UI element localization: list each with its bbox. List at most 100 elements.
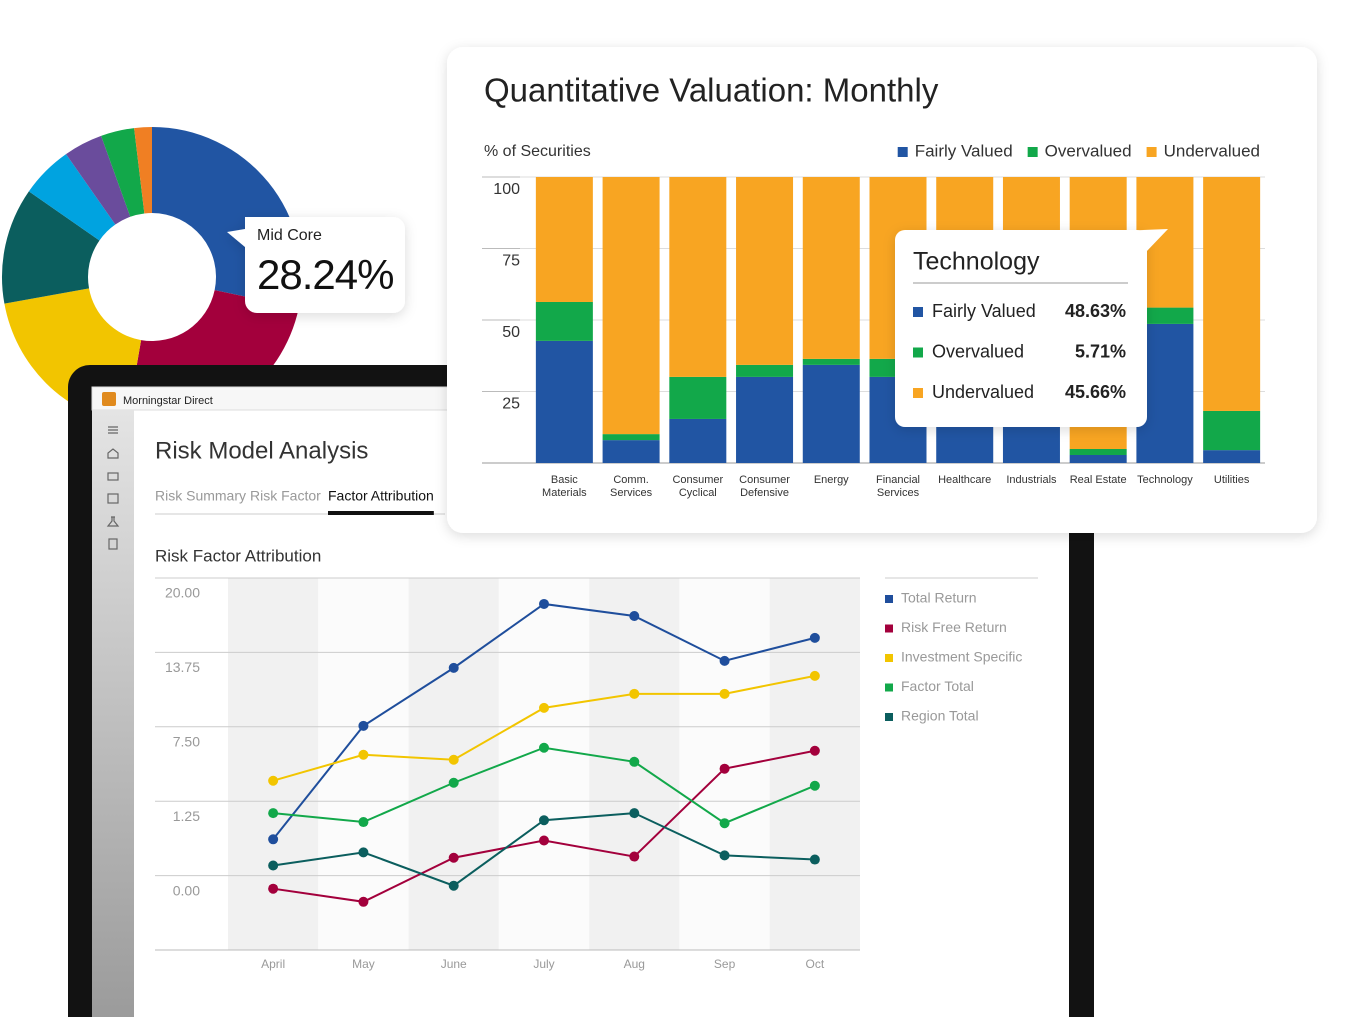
tooltip-box <box>895 230 1147 427</box>
data-point[interactable] <box>358 749 369 760</box>
donut-slice[interactable] <box>134 127 152 214</box>
y-tick-label: 7.50 <box>173 734 200 750</box>
data-point[interactable] <box>268 775 279 786</box>
tooltip-name: Undervalued <box>932 382 1034 402</box>
data-point[interactable] <box>719 818 730 829</box>
bar-segment[interactable] <box>669 177 727 377</box>
bar-segment[interactable] <box>802 364 860 463</box>
legend-label[interactable]: Risk Free Return <box>901 619 1007 635</box>
data-point[interactable] <box>719 763 730 774</box>
donut-slice[interactable] <box>101 128 145 217</box>
data-point[interactable] <box>268 808 279 819</box>
bar-segment[interactable] <box>1069 448 1127 455</box>
data-point[interactable] <box>539 598 549 609</box>
data-point[interactable] <box>629 808 640 819</box>
data-point[interactable] <box>539 835 549 846</box>
data-point[interactable] <box>629 756 640 767</box>
tooltip-swatch <box>913 307 923 317</box>
legend-label[interactable]: Total Return <box>901 590 976 606</box>
bar-segment[interactable] <box>736 364 794 377</box>
bar-segment[interactable] <box>602 177 660 435</box>
x-tick-label: Healthcare <box>938 474 992 486</box>
bar-segment[interactable] <box>535 177 593 302</box>
data-point[interactable] <box>539 742 549 753</box>
tooltip-value: 28.24% <box>257 251 393 298</box>
legend-label[interactable]: Overvalued <box>1045 141 1132 160</box>
data-point[interactable] <box>719 850 730 861</box>
data-point[interactable] <box>809 670 820 681</box>
bar-segment[interactable] <box>736 177 794 365</box>
bar-segment[interactable] <box>1136 307 1194 324</box>
tab[interactable]: Risk Factor <box>250 488 321 504</box>
lab-icon[interactable] <box>106 516 120 527</box>
data-point[interactable] <box>448 754 459 765</box>
x-tick-label: Sep <box>714 957 736 971</box>
tooltip-title: Technology <box>913 248 1040 276</box>
legend-label[interactable]: Investment Specific <box>901 649 1022 665</box>
data-point[interactable] <box>358 720 369 731</box>
x-tick-label: Consumer Defensive <box>739 474 790 499</box>
data-point[interactable] <box>268 834 279 845</box>
tab[interactable]: Factor Attribution <box>328 488 434 504</box>
x-tick-label: Utilities <box>1213 474 1250 486</box>
data-point[interactable] <box>448 880 459 891</box>
tooltip-swatch <box>913 347 923 358</box>
logo <box>102 392 116 406</box>
bar-segment[interactable] <box>1203 410 1261 451</box>
donut-slice[interactable] <box>28 154 116 241</box>
bar-segment[interactable] <box>535 340 593 463</box>
bar-segment[interactable] <box>669 376 727 419</box>
menu-icon[interactable] <box>108 426 118 434</box>
data-point[interactable] <box>719 688 730 699</box>
data-point[interactable] <box>539 815 549 826</box>
x-tick-label: July <box>533 957 554 971</box>
bar-segment[interactable] <box>535 301 593 341</box>
bar-segment[interactable] <box>802 358 860 365</box>
tooltip-name: Fairly Valued <box>932 301 1036 321</box>
data-point[interactable] <box>268 883 279 894</box>
bar-segment[interactable] <box>802 177 860 359</box>
data-point[interactable] <box>809 632 820 643</box>
legend-label[interactable]: Fairly Valued <box>915 141 1013 160</box>
legend-label[interactable]: Region Total <box>901 708 979 724</box>
sidebar-icons <box>106 426 120 550</box>
data-point[interactable] <box>358 896 369 907</box>
donut-slice[interactable] <box>1 191 100 304</box>
data-point[interactable] <box>358 847 369 858</box>
bar-segment[interactable] <box>602 434 660 441</box>
data-point[interactable] <box>719 655 730 666</box>
bar-segment[interactable] <box>736 376 794 463</box>
x-tick-label: Basic Materials <box>542 474 587 499</box>
data-point[interactable] <box>809 780 820 791</box>
bar-segment[interactable] <box>602 440 660 463</box>
data-point[interactable] <box>629 851 640 862</box>
data-point[interactable] <box>539 702 549 713</box>
data-point[interactable] <box>448 852 459 863</box>
data-point[interactable] <box>268 860 279 871</box>
doc-icon[interactable] <box>108 538 118 550</box>
grid-icon[interactable] <box>107 493 119 504</box>
bar-segment[interactable] <box>669 418 727 463</box>
data-point[interactable] <box>448 662 459 673</box>
data-point[interactable] <box>448 777 459 788</box>
data-point[interactable] <box>629 610 640 621</box>
data-point[interactable] <box>629 688 640 699</box>
bar-segment[interactable] <box>1203 177 1261 411</box>
legend-swatch <box>885 683 893 692</box>
bar-segment[interactable] <box>1203 450 1261 463</box>
data-point[interactable] <box>358 817 369 828</box>
legend-label[interactable]: Factor Total <box>901 678 974 694</box>
bar-segment[interactable] <box>1069 454 1127 463</box>
folder-icon[interactable] <box>107 472 119 481</box>
x-tick-label: Oct <box>806 957 825 971</box>
data-point[interactable] <box>809 745 820 756</box>
x-tick-label: April <box>261 957 285 971</box>
legend-label[interactable]: Undervalued <box>1164 141 1260 160</box>
tabs: Risk Summary Risk Factor Factor Attributio… <box>155 488 434 515</box>
data-point[interactable] <box>809 854 820 865</box>
tooltip-pointer <box>1118 229 1168 252</box>
donut-slice[interactable] <box>66 135 131 225</box>
tab[interactable]: Risk Summary <box>155 488 246 504</box>
home-icon[interactable] <box>107 448 119 459</box>
